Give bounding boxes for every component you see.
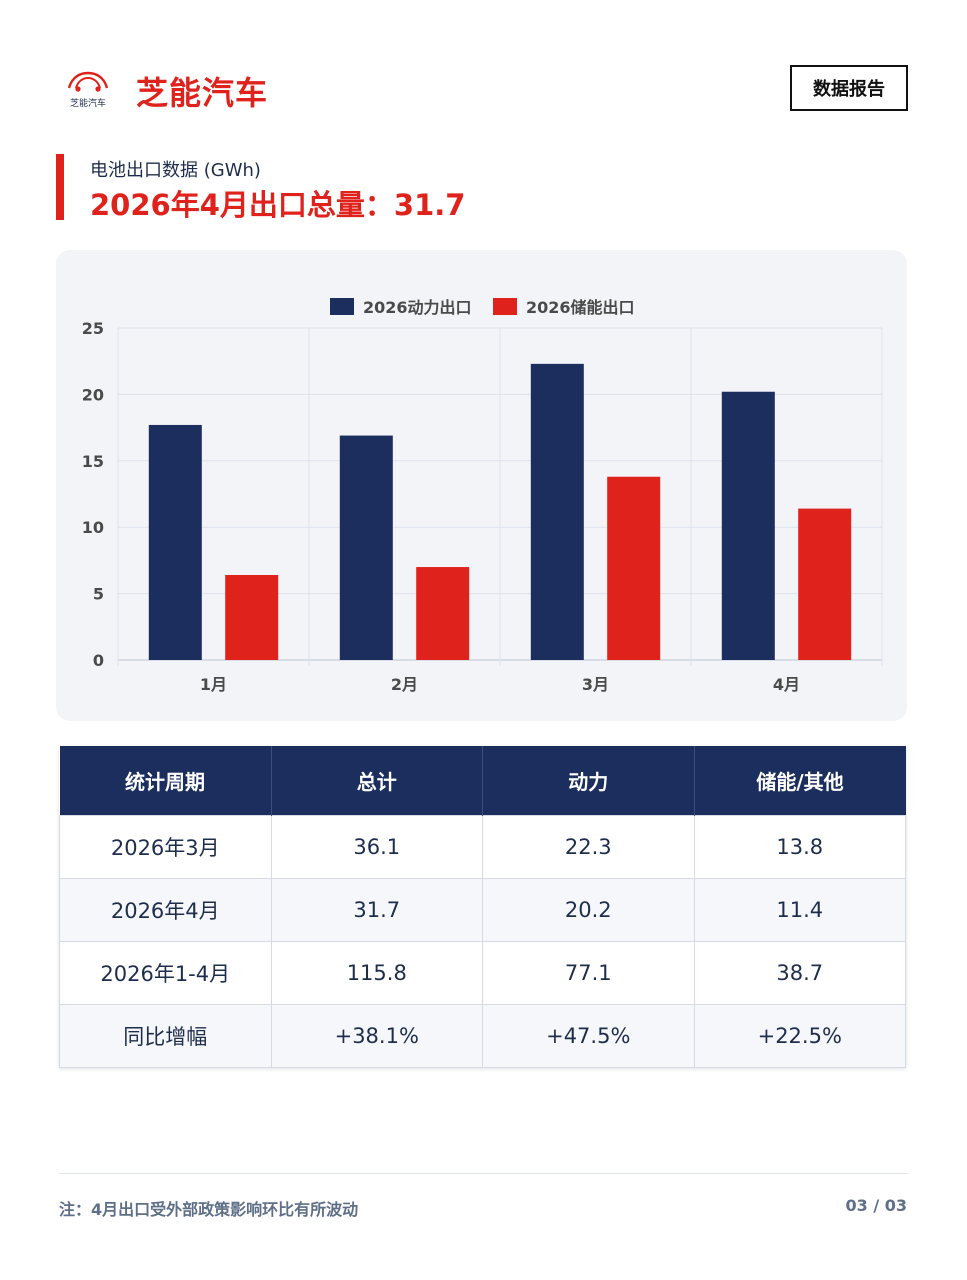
table-row: 2026年1-4月 115.8 77.1 38.7	[59, 940, 906, 1005]
page-title: 2026年4月出口总量：31.7	[90, 188, 466, 222]
table-row: 2026年3月 36.1 22.3 13.8	[59, 814, 906, 879]
footer-note: 注：4月出口受外部政策影响环比有所波动	[59, 1200, 359, 1219]
table-row: 同比增幅 +38.1% +47.5% +22.5%	[59, 1003, 906, 1068]
x-tick-label: 2月	[391, 675, 418, 694]
car-logo-icon	[67, 71, 109, 92]
y-tick-label: 0	[93, 651, 104, 670]
table-cell: +47.5%	[482, 1003, 695, 1068]
bar-power	[339, 435, 393, 660]
table-cell: 36.1	[270, 814, 483, 879]
title-accent-bar	[56, 154, 64, 220]
bar-storage	[798, 508, 852, 660]
table-cell: 11.4	[693, 877, 906, 942]
chart-subtitle: 电池出口数据 (GWh)	[90, 160, 261, 181]
table-cell: +22.5%	[693, 1003, 906, 1068]
table-cell: 77.1	[482, 940, 695, 1005]
x-tick-label: 4月	[773, 675, 800, 694]
table-cell: 38.7	[693, 940, 906, 1005]
x-tick-label: 1月	[200, 675, 227, 694]
table-cell: 2026年1-4月	[59, 940, 272, 1005]
title-block: 电池出口数据 (GWh) 2026年4月出口总量：31.7	[56, 154, 756, 222]
y-tick-label: 25	[82, 319, 104, 338]
table-cell: 同比增幅	[59, 1003, 272, 1068]
page-number: 03 / 03	[845, 1196, 907, 1215]
data-table: 统计周期 总计 动力 储能/其他 2026年3月 36.1 22.3 13.8 …	[59, 746, 906, 1068]
bar-chart: 0 5 10 15 20 25 1月 2月 3月 4月 2026动力出口 2026储能出口	[82, 298, 883, 694]
table-cell: 2026年3月	[59, 814, 272, 879]
table-cell: 2026年4月	[59, 877, 272, 942]
table-header-row: 统计周期 总计 动力 储能/其他	[59, 746, 906, 815]
table-cell: 115.8	[270, 940, 483, 1005]
brand-logo: 芝能汽车	[60, 64, 120, 110]
bar-storage	[225, 575, 279, 660]
table-cell: 22.3	[482, 814, 695, 879]
y-tick-label: 10	[82, 518, 104, 537]
table-cell: 20.2	[482, 877, 695, 942]
legend-label: 2026动力出口	[363, 298, 472, 317]
legend-swatch	[493, 298, 517, 315]
table-header-power: 动力	[482, 746, 695, 815]
legend-swatch	[330, 298, 354, 315]
report-badge: 数据报告	[790, 65, 908, 111]
table-cell: 31.7	[270, 877, 483, 942]
table-header-total: 总计	[271, 746, 483, 815]
y-tick-label: 5	[93, 585, 104, 604]
bar-power	[721, 391, 775, 660]
chart-card: 0 5 10 15 20 25 1月 2月 3月 4月 2026动力出口 2026储能出口	[56, 250, 907, 721]
table-row: 2026年4月 31.7 20.2 11.4	[59, 877, 906, 942]
bar-storage	[416, 567, 470, 660]
table-header-storage: 储能/其他	[694, 746, 906, 815]
bar-storage	[607, 476, 661, 660]
x-tick-label: 3月	[582, 675, 609, 694]
bar-power	[148, 424, 202, 660]
logo-caption: 芝能汽车	[69, 99, 106, 109]
table-cell: +38.1%	[270, 1003, 483, 1068]
bar-power	[530, 363, 584, 660]
y-tick-label: 15	[82, 452, 104, 471]
table-cell: 13.8	[693, 814, 906, 879]
y-tick-label: 20	[82, 385, 104, 404]
page-header: 芝能汽车 芝能汽车 数据报告	[60, 62, 908, 112]
brand-name: 芝能汽车	[136, 74, 269, 112]
table-header-period: 统计周期	[59, 746, 272, 815]
footer-divider	[59, 1173, 907, 1174]
legend-label: 2026储能出口	[526, 298, 635, 317]
